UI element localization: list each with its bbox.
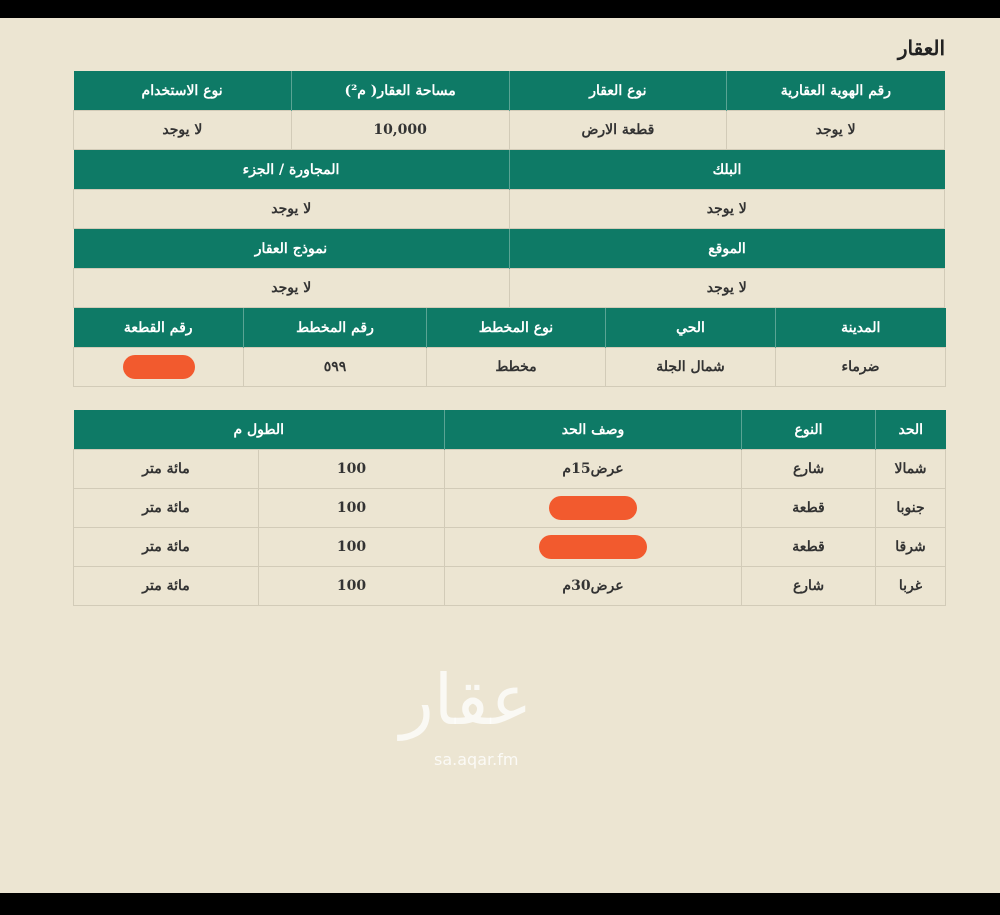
boundary-side: غربا	[875, 566, 946, 606]
header-property-type: نوع العقار	[508, 71, 727, 111]
block: لا يوجد	[508, 189, 945, 229]
area: 10,000	[290, 110, 510, 150]
redaction-mark	[122, 355, 195, 379]
header-plan-type: نوع المخطط	[426, 308, 606, 348]
header-property-id: رقم الهوية العقارية	[726, 71, 945, 111]
redaction-mark	[549, 496, 637, 520]
header-district: الحي	[605, 308, 776, 348]
property-type: قطعة الارض	[508, 110, 728, 150]
boundary-side: شرقا	[875, 527, 946, 567]
boundary-length: 100	[258, 488, 445, 528]
header-type: النوع	[741, 410, 876, 450]
header-boundary: الحد	[875, 410, 946, 450]
usage: لا يوجد	[73, 110, 292, 150]
boundary-type: شارع	[741, 566, 876, 606]
header-city: المدينة	[775, 308, 946, 348]
watermark-logo: عقار	[400, 659, 533, 741]
property-model: لا يوجد	[73, 268, 510, 308]
redaction-mark	[539, 535, 647, 559]
boundary-type: قطعة	[741, 527, 876, 567]
boundary-desc	[444, 527, 742, 567]
location: لا يوجد	[508, 268, 945, 308]
page-title: العقار	[897, 36, 945, 60]
table-row: شرقا قطعة 100 مائة متر	[73, 527, 946, 567]
boundary-desc: عرض30م	[444, 566, 742, 606]
header-property-model: نموذج العقار	[73, 229, 509, 269]
boundary-length-text: مائة متر	[73, 449, 259, 489]
header-block: البلك	[508, 150, 945, 190]
header-plot-number: رقم القطعة	[73, 308, 244, 348]
boundary-length-text: مائة متر	[73, 527, 259, 567]
watermark-site: sa.aqar.fm	[434, 750, 519, 769]
plot-number	[73, 347, 244, 387]
plan-type: مخطط	[426, 347, 606, 387]
boundary-side: جنوبا	[875, 488, 946, 528]
table-row: جنوبا قطعة 100 مائة متر	[73, 488, 946, 528]
boundary-type: قطعة	[741, 488, 876, 528]
table-row: شمالا شارع عرض15م 100 مائة متر	[73, 449, 946, 489]
boundary-length: 100	[258, 566, 445, 606]
header-plan-number: رقم المخطط	[243, 308, 427, 348]
neighborhood-part: لا يوجد	[73, 189, 510, 229]
plan-number: ٥٩٩	[243, 347, 427, 387]
boundary-desc: عرض15م	[444, 449, 742, 489]
location-table: الموقع نموذج العقار لا يوجد لا يوجد	[73, 229, 945, 308]
header-description: وصف الحد	[444, 410, 742, 450]
boundary-length-text: مائة متر	[73, 488, 259, 528]
boundary-length: 100	[258, 527, 445, 567]
boundary-length: 100	[258, 449, 445, 489]
header-area: مساحة العقار( م²)	[290, 71, 509, 111]
property-id: لا يوجد	[726, 110, 945, 150]
header-usage: نوع الاستخدام	[73, 71, 292, 111]
table-row: غربا شارع عرض30م 100 مائة متر	[73, 566, 946, 606]
boundary-length-text: مائة متر	[73, 566, 259, 606]
property-table: رقم الهوية العقارية نوع العقار مساحة العقا…	[73, 71, 945, 150]
header-length: الطول م	[73, 410, 445, 450]
district: شمال الجلة	[605, 347, 776, 387]
city: ضرماء	[775, 347, 946, 387]
plan-table: المدينة الحي نوع المخطط رقم المخطط رقم القطع…	[73, 308, 946, 387]
boundary-side: شمالا	[875, 449, 946, 489]
boundaries-table: الحد النوع وصف الحد الطول م شمالا شارع عرض15م…	[73, 410, 946, 606]
block-table: البلك المجاورة / الجزء لا يوجد لا يوجد	[73, 150, 945, 229]
header-neighborhood-part: المجاورة / الجزء	[73, 150, 509, 190]
boundary-desc	[444, 488, 742, 528]
header-location: الموقع	[508, 229, 945, 269]
boundary-type: شارع	[741, 449, 876, 489]
